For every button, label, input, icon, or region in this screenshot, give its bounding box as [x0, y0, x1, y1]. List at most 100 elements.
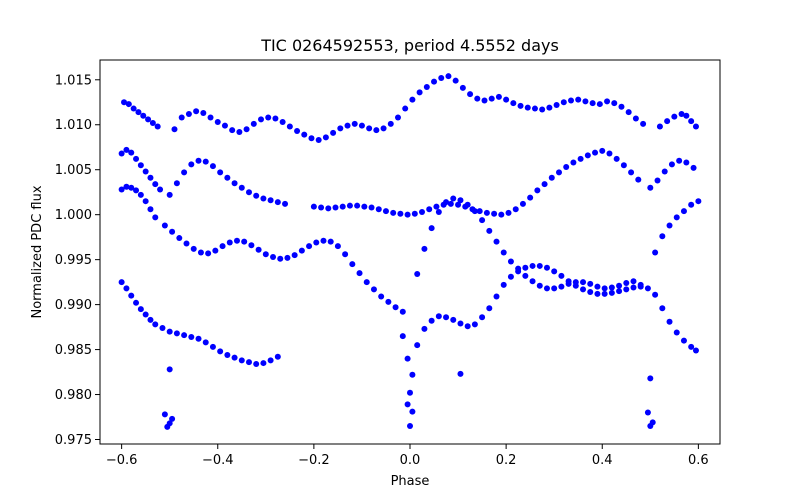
data-point — [649, 419, 656, 426]
data-point — [647, 375, 654, 382]
data-point — [558, 272, 565, 279]
data-point — [363, 279, 370, 286]
data-point — [229, 127, 236, 134]
data-point — [431, 78, 438, 85]
data-point — [452, 77, 459, 84]
plot-frame — [99, 59, 721, 445]
data-point — [539, 106, 546, 113]
data-point — [125, 101, 132, 108]
data-point — [137, 162, 144, 169]
data-point — [683, 159, 690, 166]
data-point — [488, 95, 495, 102]
data-point — [692, 123, 699, 130]
data-point — [142, 311, 149, 318]
data-point — [568, 97, 575, 104]
data-point — [407, 389, 413, 396]
data-point — [601, 290, 608, 297]
data-point — [152, 214, 159, 221]
data-point — [450, 316, 457, 323]
data-point — [378, 293, 385, 300]
data-point — [438, 74, 445, 81]
data-point — [606, 150, 613, 157]
data-point — [358, 122, 365, 129]
data-point — [337, 125, 344, 132]
data-point — [209, 343, 216, 350]
data-point — [202, 339, 209, 346]
data-point — [587, 289, 594, 296]
data-point — [471, 321, 478, 328]
data-point — [656, 123, 663, 130]
data-point — [680, 208, 687, 215]
data-point — [399, 308, 406, 315]
data-point — [584, 152, 591, 159]
data-point — [450, 195, 457, 202]
data-point — [390, 209, 397, 216]
data-point — [467, 91, 474, 98]
data-point — [181, 169, 188, 176]
data-point — [195, 157, 202, 164]
data-point — [500, 281, 507, 288]
data-point — [421, 245, 428, 252]
data-point — [166, 191, 173, 198]
data-point — [351, 120, 358, 127]
data-point — [455, 201, 462, 208]
data-point — [260, 195, 267, 202]
data-point — [133, 299, 140, 306]
data-point — [354, 202, 361, 209]
data-point — [519, 200, 526, 207]
data-point — [409, 96, 416, 103]
data-point — [330, 129, 337, 136]
data-point — [147, 316, 154, 323]
data-point — [272, 115, 279, 122]
data-point — [118, 150, 125, 157]
data-point — [121, 99, 128, 106]
data-point — [620, 162, 627, 169]
data-point — [219, 243, 226, 250]
data-point — [673, 329, 680, 336]
data-point — [616, 288, 623, 295]
data-point — [370, 286, 377, 293]
data-point — [173, 330, 180, 337]
data-point — [128, 292, 135, 299]
data-point — [245, 359, 252, 366]
data-point — [507, 273, 514, 280]
data-point — [265, 114, 272, 121]
data-point — [118, 279, 125, 286]
data-point — [505, 209, 512, 216]
data-point — [152, 321, 159, 328]
data-point — [253, 360, 260, 367]
data-point — [200, 110, 207, 117]
data-point — [325, 205, 332, 212]
data-point — [193, 108, 200, 115]
data-point — [152, 181, 159, 188]
data-point — [680, 337, 687, 344]
data-point — [404, 355, 411, 362]
data-point — [137, 306, 144, 313]
data-point — [688, 118, 695, 125]
data-point — [267, 197, 274, 204]
x-tick-label: 0.2 — [496, 453, 517, 468]
x-tick-label: 0.0 — [400, 453, 421, 468]
data-point — [334, 243, 341, 250]
data-point — [563, 164, 570, 171]
y-tick-label: 0.985 — [55, 343, 92, 358]
data-point — [224, 351, 231, 358]
data-point — [471, 208, 478, 215]
data-point — [262, 251, 269, 258]
data-point — [647, 184, 654, 191]
data-point — [135, 109, 142, 116]
data-point — [479, 217, 486, 224]
data-point — [529, 262, 536, 269]
data-point — [637, 283, 644, 290]
data-point — [560, 99, 567, 106]
data-point — [688, 343, 695, 350]
data-point — [147, 174, 154, 181]
data-point — [380, 125, 387, 132]
data-point — [294, 128, 301, 135]
data-point — [318, 204, 325, 211]
data-point — [551, 268, 558, 275]
data-point — [233, 237, 240, 244]
data-point — [493, 238, 500, 245]
data-point — [181, 332, 188, 339]
data-point — [361, 203, 368, 210]
